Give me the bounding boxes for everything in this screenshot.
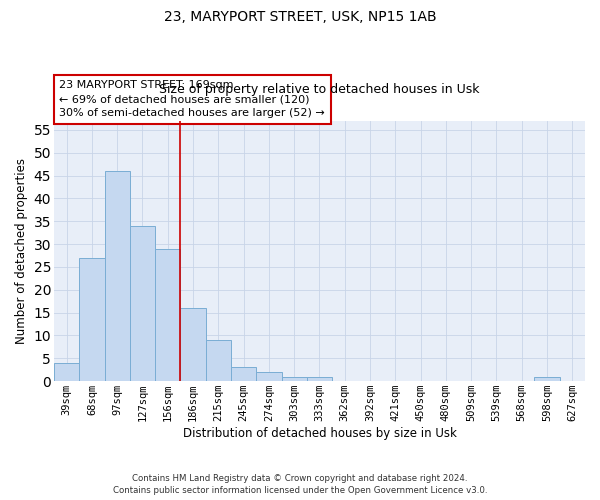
Bar — [256, 372, 281, 381]
Bar — [155, 248, 181, 381]
Bar — [281, 376, 307, 381]
Bar — [54, 363, 79, 381]
Bar — [79, 258, 104, 381]
Bar — [181, 308, 206, 381]
Title: Size of property relative to detached houses in Usk: Size of property relative to detached ho… — [159, 83, 480, 96]
Text: 23 MARYPORT STREET: 169sqm
← 69% of detached houses are smaller (120)
30% of sem: 23 MARYPORT STREET: 169sqm ← 69% of deta… — [59, 80, 325, 118]
Text: 23, MARYPORT STREET, USK, NP15 1AB: 23, MARYPORT STREET, USK, NP15 1AB — [164, 10, 436, 24]
Y-axis label: Number of detached properties: Number of detached properties — [15, 158, 28, 344]
Bar — [130, 226, 155, 381]
Bar — [231, 368, 256, 381]
Bar — [535, 376, 560, 381]
Bar — [307, 376, 332, 381]
Bar — [206, 340, 231, 381]
Bar — [104, 171, 130, 381]
X-axis label: Distribution of detached houses by size in Usk: Distribution of detached houses by size … — [182, 427, 457, 440]
Text: Contains HM Land Registry data © Crown copyright and database right 2024.
Contai: Contains HM Land Registry data © Crown c… — [113, 474, 487, 495]
